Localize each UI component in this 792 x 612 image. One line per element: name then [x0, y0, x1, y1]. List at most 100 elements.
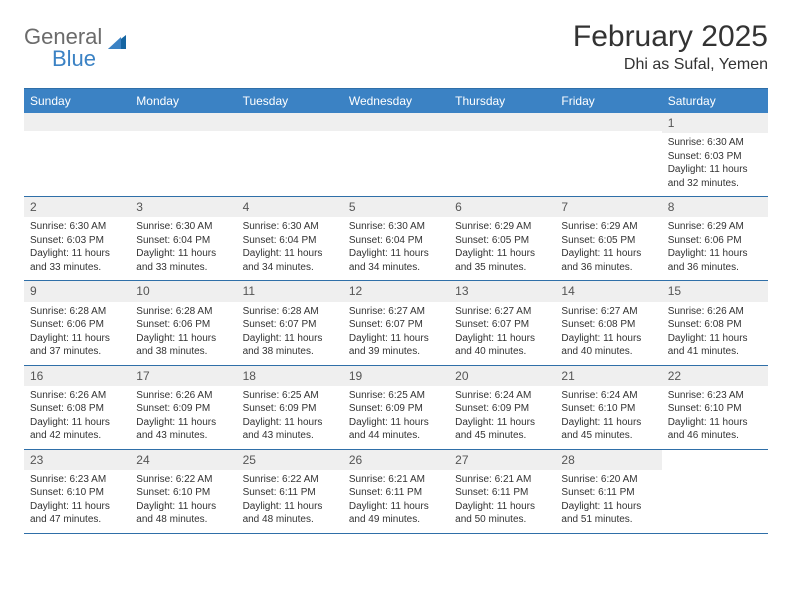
sunrise-line: Sunrise: 6:25 AM	[243, 389, 337, 403]
sunrise-line: Sunrise: 6:26 AM	[30, 389, 124, 403]
calendar: SundayMondayTuesdayWednesdayThursdayFrid…	[24, 88, 768, 534]
week-row: 1 Sunrise: 6:30 AMSunset: 6:03 PMDaylight…	[24, 113, 768, 197]
sunset-line: Sunset: 6:06 PM	[136, 318, 230, 332]
day-cell-22: 22Sunrise: 6:23 AMSunset: 6:10 PMDayligh…	[662, 366, 768, 449]
sunset-line: Sunset: 6:10 PM	[30, 486, 124, 500]
sunset-line: Sunset: 6:05 PM	[455, 234, 549, 248]
day-number: 28	[555, 450, 661, 470]
sunset-line: Sunset: 6:07 PM	[349, 318, 443, 332]
day-number: 11	[237, 281, 343, 301]
day-cell-12: 12Sunrise: 6:27 AMSunset: 6:07 PMDayligh…	[343, 281, 449, 364]
empty-cell	[343, 113, 449, 196]
week-row: 23Sunrise: 6:23 AMSunset: 6:10 PMDayligh…	[24, 450, 768, 534]
sunset-line: Sunset: 6:10 PM	[136, 486, 230, 500]
day-cell-19: 19Sunrise: 6:25 AMSunset: 6:09 PMDayligh…	[343, 366, 449, 449]
day-cell-4: 4Sunrise: 6:30 AMSunset: 6:04 PMDaylight…	[237, 197, 343, 280]
day-number: 3	[130, 197, 236, 217]
weekday-thursday: Thursday	[449, 89, 555, 113]
day-cell-20: 20Sunrise: 6:24 AMSunset: 6:09 PMDayligh…	[449, 366, 555, 449]
day-cell-16: 16Sunrise: 6:26 AMSunset: 6:08 PMDayligh…	[24, 366, 130, 449]
daylight-line: Daylight: 11 hours and 33 minutes.	[30, 247, 124, 274]
daylight-line: Daylight: 11 hours and 41 minutes.	[668, 332, 762, 359]
day-number: 6	[449, 197, 555, 217]
day-number: 14	[555, 281, 661, 301]
sunset-line: Sunset: 6:09 PM	[455, 402, 549, 416]
day-number: 21	[555, 366, 661, 386]
day-number: 13	[449, 281, 555, 301]
day-number: 23	[24, 450, 130, 470]
week-row: 9Sunrise: 6:28 AMSunset: 6:06 PMDaylight…	[24, 281, 768, 365]
day-number: 26	[343, 450, 449, 470]
sunset-line: Sunset: 6:11 PM	[243, 486, 337, 500]
daylight-line: Daylight: 11 hours and 40 minutes.	[561, 332, 655, 359]
sunset-line: Sunset: 6:06 PM	[668, 234, 762, 248]
sunset-line: Sunset: 6:04 PM	[136, 234, 230, 248]
sunset-line: Sunset: 6:09 PM	[243, 402, 337, 416]
empty-cell	[449, 113, 555, 196]
day-cell-24: 24Sunrise: 6:22 AMSunset: 6:10 PMDayligh…	[130, 450, 236, 533]
day-cell-3: 3Sunrise: 6:30 AMSunset: 6:04 PMDaylight…	[130, 197, 236, 280]
sunrise-line: Sunrise: 6:26 AM	[668, 305, 762, 319]
sunset-line: Sunset: 6:09 PM	[136, 402, 230, 416]
empty-daynum	[130, 113, 236, 131]
sunrise-line: Sunrise: 6:28 AM	[136, 305, 230, 319]
calendar-page: GeneralBlue February 2025 Dhi as Sufal, …	[0, 0, 792, 554]
sunset-line: Sunset: 6:07 PM	[455, 318, 549, 332]
sunrise-line: Sunrise: 6:23 AM	[668, 389, 762, 403]
header: GeneralBlue February 2025 Dhi as Sufal, …	[24, 20, 768, 74]
daylight-line: Daylight: 11 hours and 46 minutes.	[668, 416, 762, 443]
weekday-row: SundayMondayTuesdayWednesdayThursdayFrid…	[24, 89, 768, 113]
empty-daynum	[24, 113, 130, 131]
sunrise-line: Sunrise: 6:30 AM	[136, 220, 230, 234]
sunrise-line: Sunrise: 6:25 AM	[349, 389, 443, 403]
sunrise-line: Sunrise: 6:27 AM	[455, 305, 549, 319]
empty-daynum	[343, 113, 449, 131]
day-cell-27: 27Sunrise: 6:21 AMSunset: 6:11 PMDayligh…	[449, 450, 555, 533]
sunrise-line: Sunrise: 6:30 AM	[668, 136, 762, 150]
day-number: 1	[662, 113, 768, 133]
day-number: 20	[449, 366, 555, 386]
day-cell-7: 7Sunrise: 6:29 AMSunset: 6:05 PMDaylight…	[555, 197, 661, 280]
day-number: 19	[343, 366, 449, 386]
sunrise-line: Sunrise: 6:20 AM	[561, 473, 655, 487]
sunrise-line: Sunrise: 6:24 AM	[455, 389, 549, 403]
weekday-monday: Monday	[130, 89, 236, 113]
day-number: 27	[449, 450, 555, 470]
location: Dhi as Sufal, Yemen	[573, 56, 768, 74]
logo-text-gray: General	[24, 26, 102, 48]
daylight-line: Daylight: 11 hours and 40 minutes.	[455, 332, 549, 359]
daylight-line: Daylight: 11 hours and 51 minutes.	[561, 500, 655, 527]
sunset-line: Sunset: 6:03 PM	[668, 150, 762, 164]
daylight-line: Daylight: 11 hours and 36 minutes.	[668, 247, 762, 274]
day-number: 7	[555, 197, 661, 217]
day-cell-15: 15Sunrise: 6:26 AMSunset: 6:08 PMDayligh…	[662, 281, 768, 364]
sunrise-line: Sunrise: 6:21 AM	[349, 473, 443, 487]
day-cell-9: 9Sunrise: 6:28 AMSunset: 6:06 PMDaylight…	[24, 281, 130, 364]
sunrise-line: Sunrise: 6:30 AM	[30, 220, 124, 234]
day-number: 2	[24, 197, 130, 217]
sunset-line: Sunset: 6:04 PM	[243, 234, 337, 248]
day-cell-21: 21Sunrise: 6:24 AMSunset: 6:10 PMDayligh…	[555, 366, 661, 449]
sunrise-line: Sunrise: 6:28 AM	[30, 305, 124, 319]
sunrise-line: Sunrise: 6:30 AM	[349, 220, 443, 234]
day-number: 12	[343, 281, 449, 301]
daylight-line: Daylight: 11 hours and 49 minutes.	[349, 500, 443, 527]
day-cell-10: 10Sunrise: 6:28 AMSunset: 6:06 PMDayligh…	[130, 281, 236, 364]
day-number: 15	[662, 281, 768, 301]
day-number: 25	[237, 450, 343, 470]
weekday-saturday: Saturday	[662, 89, 768, 113]
sunrise-line: Sunrise: 6:27 AM	[349, 305, 443, 319]
daylight-line: Daylight: 11 hours and 32 minutes.	[668, 163, 762, 190]
day-number: 5	[343, 197, 449, 217]
logo: GeneralBlue	[24, 26, 128, 70]
weekday-friday: Friday	[555, 89, 661, 113]
weekday-tuesday: Tuesday	[237, 89, 343, 113]
day-number: 16	[24, 366, 130, 386]
daylight-line: Daylight: 11 hours and 35 minutes.	[455, 247, 549, 274]
daylight-line: Daylight: 11 hours and 36 minutes.	[561, 247, 655, 274]
daylight-line: Daylight: 11 hours and 38 minutes.	[136, 332, 230, 359]
empty-cell	[130, 113, 236, 196]
empty-daynum	[237, 113, 343, 131]
title-block: February 2025 Dhi as Sufal, Yemen	[573, 20, 768, 74]
month-title: February 2025	[573, 20, 768, 54]
